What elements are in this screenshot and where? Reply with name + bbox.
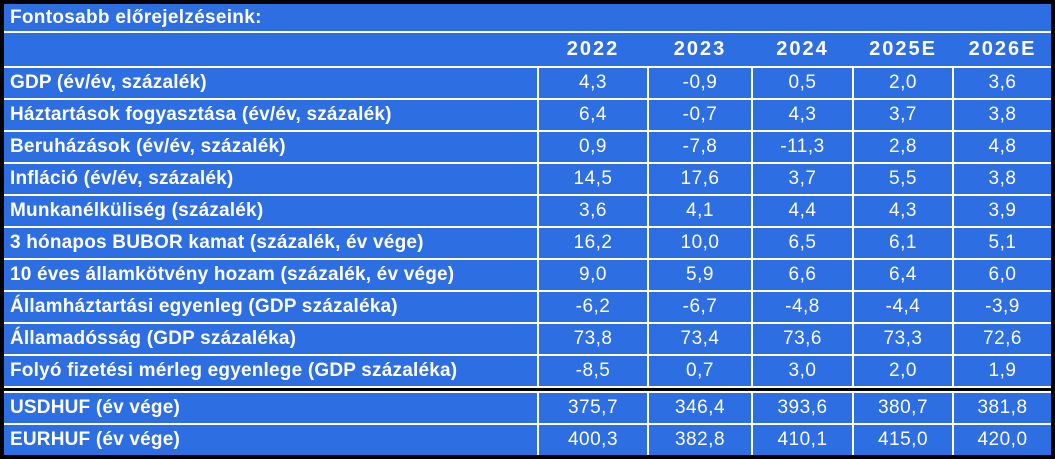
value-cell: 3,6 bbox=[954, 68, 1051, 98]
table-row: 3 hónapos BUBOR kamat (százalék, év vége… bbox=[4, 228, 1051, 258]
row-label-cell: Államháztartási egyenleg (GDP százaléka) bbox=[4, 292, 537, 322]
value-cell: 3,6 bbox=[539, 196, 647, 226]
section-divider bbox=[4, 388, 1051, 391]
value-cell: -6,2 bbox=[539, 292, 647, 322]
table-title: Fontosabb előrejelzéseink: bbox=[4, 4, 1051, 31]
value-cell: -4,8 bbox=[753, 292, 852, 322]
table-row: EURHUF (év vége) 400,3 382,8 410,1 415,0 420,… bbox=[4, 425, 1051, 455]
row-label-cell: Államadósság (GDP százaléka) bbox=[4, 324, 537, 354]
row-label-cell: EURHUF (év vége) bbox=[4, 425, 537, 455]
value-cell: 3,9 bbox=[954, 196, 1051, 226]
value-cell: -0,7 bbox=[649, 100, 751, 130]
value-cell: 6,4 bbox=[854, 260, 952, 290]
value-cell: 2,8 bbox=[854, 132, 952, 162]
row-label-cell: GDP (év/év, százalék) bbox=[4, 68, 537, 98]
year-header: 2024 bbox=[776, 38, 829, 60]
value-cell: 3,7 bbox=[753, 164, 852, 194]
value-cell: 3,8 bbox=[954, 164, 1051, 194]
value-cell: -11,3 bbox=[753, 132, 852, 162]
table-row: GDP (év/év, százalék) 4,3 -0,9 0,5 2,0 3,6 bbox=[4, 68, 1051, 98]
value-cell: 73,8 bbox=[539, 324, 647, 354]
value-cell: 14,5 bbox=[539, 164, 647, 194]
value-cell: -0,9 bbox=[649, 68, 751, 98]
value-cell: 9,0 bbox=[539, 260, 647, 290]
value-cell: 5,5 bbox=[854, 164, 952, 194]
value-cell: 4,3 bbox=[854, 196, 952, 226]
value-cell: 73,6 bbox=[753, 324, 852, 354]
value-cell: 420,0 bbox=[954, 425, 1051, 455]
header-row: 2022 2023 2024 2025E 2026E bbox=[4, 33, 1051, 66]
value-cell: 73,4 bbox=[649, 324, 751, 354]
value-cell: 4,4 bbox=[753, 196, 852, 226]
value-cell: 16,2 bbox=[539, 228, 647, 258]
value-cell: 0,7 bbox=[649, 356, 751, 386]
value-cell: 400,3 bbox=[539, 425, 647, 455]
table-row: Folyó fizetési mérleg egyenlege (GDP szá… bbox=[4, 356, 1051, 386]
value-cell: -7,8 bbox=[649, 132, 751, 162]
table-row: Infláció (év/év, százalék) 14,5 17,6 3,7 5,5… bbox=[4, 164, 1051, 194]
value-cell: 4,8 bbox=[954, 132, 1051, 162]
year-header: 2023 bbox=[673, 38, 727, 60]
value-cell: 5,9 bbox=[649, 260, 751, 290]
table-row: Munkanélküliség (százalék) 3,6 4,1 4,4 4,3 3,… bbox=[4, 196, 1051, 226]
row-label-cell: Folyó fizetési mérleg egyenlege (GDP szá… bbox=[4, 356, 537, 386]
value-cell: 415,0 bbox=[854, 425, 952, 455]
year-header: 2026E bbox=[968, 38, 1037, 60]
table-row: USDHUF (év vége) 375,7 346,4 393,6 380,7 381,… bbox=[4, 393, 1051, 423]
value-cell: 73,3 bbox=[854, 324, 952, 354]
table-body: Fontosabb előrejelzéseink: 2022 2023 2024 2… bbox=[4, 4, 1051, 455]
table-row: Államadósság (GDP százaléka) 73,8 73,4 73,6… bbox=[4, 324, 1051, 354]
value-cell: 380,7 bbox=[854, 393, 952, 423]
row-label-cell: USDHUF (év vége) bbox=[4, 393, 537, 423]
corner-cell bbox=[4, 33, 537, 66]
value-cell: 1,9 bbox=[954, 356, 1051, 386]
value-cell: 3,8 bbox=[954, 100, 1051, 130]
year-header: 2022 bbox=[566, 38, 620, 60]
value-cell: 17,6 bbox=[649, 164, 751, 194]
row-label-cell: Infláció (év/év, százalék) bbox=[4, 164, 537, 194]
value-cell: 4,3 bbox=[753, 100, 852, 130]
value-cell: -3,9 bbox=[954, 292, 1051, 322]
table-row: Államháztartási egyenleg (GDP százaléka)… bbox=[4, 292, 1051, 322]
value-cell: 2,0 bbox=[854, 356, 952, 386]
value-cell: 0,5 bbox=[753, 68, 852, 98]
value-cell: 4,1 bbox=[649, 196, 751, 226]
table-row: Háztartások fogyasztása (év/év, százalék… bbox=[4, 100, 1051, 130]
table-row: 10 éves államkötvény hozam (százalék, év… bbox=[4, 260, 1051, 290]
value-cell: 2,0 bbox=[854, 68, 952, 98]
row-label-cell: Háztartások fogyasztása (év/év, százalék… bbox=[4, 100, 537, 130]
value-cell: -8,5 bbox=[539, 356, 647, 386]
value-cell: -6,7 bbox=[649, 292, 751, 322]
value-cell: 6,6 bbox=[753, 260, 852, 290]
value-cell: 410,1 bbox=[753, 425, 852, 455]
value-cell: 346,4 bbox=[649, 393, 751, 423]
value-cell: 3,7 bbox=[854, 100, 952, 130]
value-cell: 4,3 bbox=[539, 68, 647, 98]
value-cell: 6,1 bbox=[854, 228, 952, 258]
value-cell: 6,5 bbox=[753, 228, 852, 258]
value-cell: 5,1 bbox=[954, 228, 1051, 258]
value-cell: 375,7 bbox=[539, 393, 647, 423]
row-label-cell: 10 éves államkötvény hozam (százalék, év… bbox=[4, 260, 537, 290]
row-label-cell: Beruházások (év/év, százalék) bbox=[4, 132, 537, 162]
value-cell: 382,8 bbox=[649, 425, 751, 455]
row-label-cell: 3 hónapos BUBOR kamat (százalék, év vége… bbox=[4, 228, 537, 258]
row-label-cell: Munkanélküliség (százalék) bbox=[4, 196, 537, 226]
value-cell: 6,4 bbox=[539, 100, 647, 130]
value-cell: 0,9 bbox=[539, 132, 647, 162]
value-cell: 72,6 bbox=[954, 324, 1051, 354]
value-cell: 3,0 bbox=[753, 356, 852, 386]
table-row: Beruházások (év/év, százalék) 0,9 -7,8 -11,… bbox=[4, 132, 1051, 162]
value-cell: 10,0 bbox=[649, 228, 751, 258]
value-cell: 381,8 bbox=[954, 393, 1051, 423]
value-cell: 6,0 bbox=[954, 260, 1051, 290]
value-cell: -4,4 bbox=[854, 292, 952, 322]
year-header: 2025E bbox=[869, 38, 937, 60]
value-cell: 393,6 bbox=[753, 393, 852, 423]
